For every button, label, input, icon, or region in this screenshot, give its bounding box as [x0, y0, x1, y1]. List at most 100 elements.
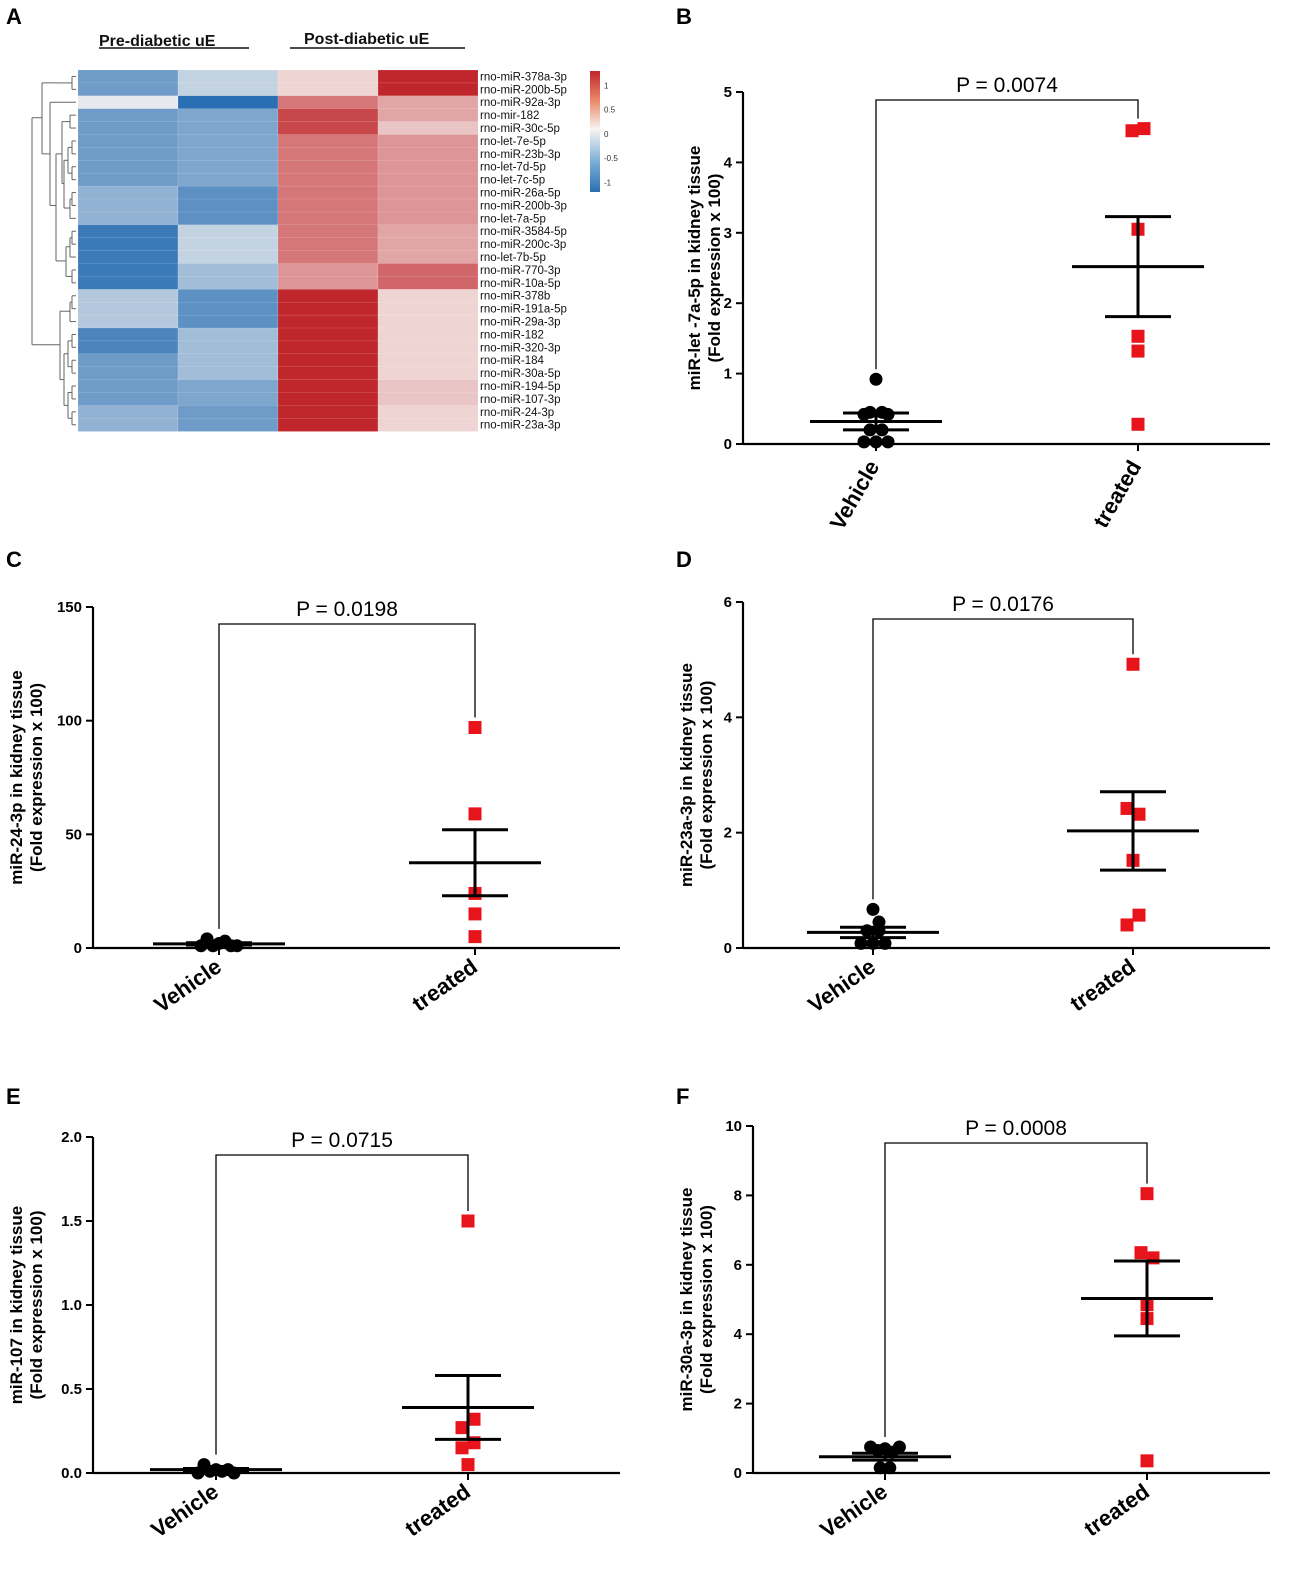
heatmap-row-label: rno-miR-107-3p — [480, 394, 561, 406]
heatmap-row-label: rno-miR-194-5p — [480, 381, 561, 393]
heatmap-row-label: rno-miR-30c-5p — [480, 123, 560, 135]
data-point-treated — [461, 1214, 475, 1228]
panel-label-f: F — [676, 1084, 689, 1109]
heatmap-cell — [77, 185, 179, 200]
y-tick-label: 6 — [734, 1257, 742, 1274]
y-axis-label-units: (Fold expression x 100) — [697, 1205, 716, 1394]
heatmap-cell — [177, 314, 279, 329]
y-tick-label: 100 — [57, 713, 82, 730]
data-point-vehicle — [866, 936, 880, 950]
data-point-treated — [468, 930, 482, 944]
y-tick-label: 4 — [724, 154, 733, 171]
heatmap-cell — [277, 301, 379, 316]
heatmap-row-label: rno-miR-10a-5p — [480, 278, 561, 290]
x-category-label: Vehicle — [815, 1479, 891, 1543]
heatmap-cell — [377, 353, 479, 368]
heatmap-cell — [377, 263, 479, 277]
heatmap-cell — [177, 69, 279, 84]
heatmap-cell — [277, 160, 379, 174]
y-tick-label: 5 — [724, 84, 732, 101]
data-point-vehicle — [869, 372, 883, 386]
heatmap-cell — [77, 418, 179, 432]
y-tick-label: 2.0 — [61, 1129, 82, 1146]
heatmap-row-label: rno-miR-770-3p — [480, 265, 561, 277]
color-scale-tick: 0 — [604, 130, 609, 139]
heatmap-cell — [377, 405, 479, 419]
heatmap-cell — [377, 327, 479, 342]
p-value-label: P = 0.0198 — [296, 598, 398, 621]
y-axis-label: miR-24-3p in kidney tissue — [7, 670, 26, 884]
heatmap-row-label: rno-miR-92a-3p — [480, 97, 561, 109]
heatmap-cell — [277, 82, 379, 97]
heatmap-cell — [77, 392, 179, 406]
panel-a: A Pre-diabetic uE Post-diabetic uE rno-m… — [6, 4, 618, 432]
heatmap-cell — [377, 121, 479, 136]
color-scale-tick: 1 — [604, 82, 609, 91]
heatmap-cell — [277, 379, 379, 394]
x-category-label: treated — [400, 1479, 474, 1542]
heatmap-cell — [77, 172, 179, 187]
heatmap-row-label: rno-miR-378a-3p — [480, 71, 567, 83]
heatmap-row-label: rno-miR-182 — [480, 329, 544, 341]
heatmap-cell — [77, 69, 179, 84]
y-tick-label: 0.5 — [61, 1381, 82, 1398]
y-tick-label: 1.0 — [61, 1297, 82, 1314]
y-tick-label: 2 — [724, 825, 732, 842]
heatmap-row-label: rno-miR-184 — [480, 355, 545, 367]
data-point-vehicle — [883, 1461, 897, 1475]
y-tick-label: 0 — [724, 940, 732, 957]
heatmap-cell — [377, 301, 479, 316]
heatmap-row-label: rno-let-7c-5p — [480, 175, 545, 187]
panel-d: 0 2 4 6 Vehicle treated miR-23a-3p in kidney t… — [677, 593, 1270, 1018]
heatmap-cell — [277, 211, 379, 226]
panel-c: 0 50 100 150 Vehicle treated miR-24-3p in kidn… — [7, 598, 620, 1018]
heatmap-cell — [177, 327, 279, 342]
heatmap-row-label: rno-let-7d-5p — [480, 162, 546, 174]
heatmap-cells — [77, 69, 479, 432]
heatmap-cell — [177, 250, 279, 265]
heatmap-cell — [77, 289, 179, 303]
heatmap-column-headers: Pre-diabetic uE Post-diabetic uE — [99, 31, 465, 50]
significance-bracket — [875, 99, 1139, 370]
heatmap-cell — [377, 314, 479, 329]
heatmap-cell — [377, 211, 479, 226]
data-point-treated — [1120, 801, 1134, 815]
heatmap-cell — [177, 276, 279, 290]
heatmap-cell — [277, 418, 379, 432]
heatmap-cell — [377, 198, 479, 213]
data-point-treated — [1131, 417, 1145, 431]
y-tick-label: 150 — [57, 599, 82, 616]
heatmap-cell — [277, 250, 379, 265]
heatmap-cell — [77, 224, 179, 239]
y-axis-label: miR-30a-3p in kidney tissue — [677, 1188, 696, 1412]
heatmap-row-label: rno-miR-320-3p — [480, 342, 561, 354]
data-point-vehicle — [881, 435, 895, 449]
data-point-treated — [1126, 657, 1140, 671]
y-tick-label: 50 — [65, 826, 82, 843]
data-point-vehicle — [857, 435, 871, 449]
heatmap-cell — [77, 198, 179, 213]
data-point-treated — [1137, 122, 1151, 136]
p-value-label: P = 0.0008 — [965, 1117, 1067, 1140]
heatmap-cell — [77, 301, 179, 316]
significance-bracket — [884, 1142, 1148, 1437]
heatmap-cell — [377, 250, 479, 265]
heatmap-cell — [77, 379, 179, 394]
color-scale-tick: -0.5 — [604, 154, 618, 163]
y-axis-label: miR-23a-3p in kidney tissue — [677, 663, 696, 887]
heatmap-row-label: rno-miR-29a-3p — [480, 317, 561, 329]
heatmap-cell — [177, 301, 279, 316]
heatmap-cell — [277, 172, 379, 187]
y-tick-label: 3 — [724, 225, 732, 242]
significance-bracket — [215, 1154, 469, 1455]
y-axis-label-units: (Fold expression x 100) — [27, 1211, 46, 1400]
heatmap-row-labels: rno-miR-378a-3prno-miR-200b-5prno-miR-92… — [480, 71, 567, 431]
y-tick-label: 1.5 — [61, 1213, 82, 1230]
heatmap-cell — [177, 134, 279, 148]
significance-bracket — [218, 623, 476, 929]
y-tick-label: 10 — [725, 1118, 742, 1135]
heatmap-cell — [377, 95, 479, 110]
y-tick-label: 0 — [734, 1465, 742, 1482]
heatmap-cell — [77, 263, 179, 277]
